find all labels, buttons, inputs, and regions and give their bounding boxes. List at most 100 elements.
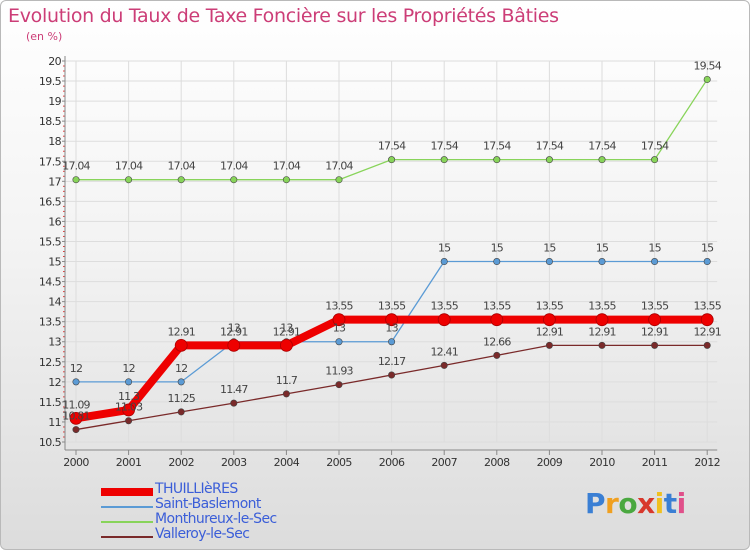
series-point-0 [545,156,553,164]
y-tick-label: 19 [48,95,61,108]
data-label-2: 11.03 [115,401,143,414]
series-point-2 [598,341,606,349]
data-label-0: 17.04 [220,160,248,173]
series-point-1 [651,258,659,266]
series-point-0 [230,176,238,184]
data-labels: 17.04 17.04 17.04 17.04 17.04 17.04 17.54 17.54… [62,59,722,423]
data-label-2: 12.17 [378,355,406,368]
series-point-1 [125,378,133,386]
data-label-3: 13.55 [325,300,353,313]
data-label-2: 11.7 [276,374,298,387]
data-label-0: 17.54 [430,140,458,153]
data-label-0: 17.54 [536,140,564,153]
series-point-2 [230,399,238,407]
series-point-3 [174,338,188,352]
series-point-1 [493,258,501,266]
legend-swatch [101,536,153,538]
y-tick-label: 16 [48,215,61,228]
data-label-3: 13.55 [588,300,616,313]
logo-letter: P [585,487,606,520]
data-label-1: 12 [175,362,187,375]
data-label-2: 11.47 [220,383,248,396]
data-label-2: 12.91 [641,325,669,338]
legend-label: THUILLIèRES [155,481,238,497]
y-tick-label: 16.5 [39,195,62,208]
series-point-1 [440,258,448,266]
series-point-0 [703,75,711,83]
x-tick-label: 2008 [484,456,510,469]
series-point-0 [335,176,343,184]
data-label-0: 17.04 [325,160,353,173]
series-point-0 [440,156,448,164]
series-point-3 [595,313,609,327]
series-point-2 [440,361,448,369]
series-point-2 [545,341,553,349]
data-label-3: 12.91 [167,325,195,338]
y-tick-label: 17 [48,175,61,188]
data-label-0: 17.04 [167,160,195,173]
legend-swatch [101,506,153,508]
data-label-1: 15 [491,242,504,255]
series-point-2 [125,417,133,425]
legend-label: Valleroy-le-Sec [155,526,250,542]
data-label-3: 11.3 [118,390,140,403]
x-tick-label: 2001 [116,456,142,469]
data-label-3: 12.91 [273,325,301,338]
series-point-1 [72,378,80,386]
y-tick-label: 13.5 [39,316,62,329]
series-point-1 [335,338,343,346]
logo-letter: i [654,487,665,520]
data-label-2: 12.91 [693,325,721,338]
data-label-0: 17.04 [273,160,301,173]
data-label-2: 10.81 [62,410,90,423]
y-tick-label: 14 [48,296,61,309]
y-tick-label: 20 [48,55,61,68]
logo-letter: r [605,487,619,520]
series-point-2 [651,341,659,349]
series-point-3 [700,313,714,327]
series-point-3 [490,313,504,327]
x-tick-label: 2006 [379,456,405,469]
y-tick-label: 12 [48,376,61,389]
series-point-1 [388,338,396,346]
series-point-0 [177,176,185,184]
series-point-1 [703,258,711,266]
chart-subtitle: (en %) [26,30,63,43]
x-tick-label: 2011 [642,456,668,469]
y-tick-label: 10.5 [39,436,62,449]
series-layer [69,75,714,434]
data-label-2: 12.66 [483,335,511,348]
series-point-1 [598,258,606,266]
y-tick-label: 18 [48,135,61,148]
logo-letter: i [676,487,687,520]
series-point-3 [69,411,83,425]
axes: 10.5 11 11.5 12 12.5 13 13.5 14 14.5 15 15.5 16 16.5… [39,55,721,469]
y-tick-label: 12.5 [39,356,62,369]
data-label-3: 13.55 [430,300,458,313]
x-tick-label: 2012 [694,456,720,469]
data-label-2: 12.91 [536,325,564,338]
data-label-1: 13 [385,322,398,335]
series-point-0 [388,156,396,164]
series-point-1 [545,258,553,266]
y-tick-label: 18.5 [39,115,62,128]
data-label-0: 17.54 [483,140,511,153]
data-label-1: 12 [122,362,134,375]
legend-label: Saint-Baslemont [155,496,261,512]
data-label-1: 15 [596,242,609,255]
data-label-2: 12.91 [588,325,616,338]
series-point-3 [279,338,293,352]
series-point-0 [598,156,606,164]
data-label-1: 13 [280,322,293,335]
data-label-1: 15 [701,242,714,255]
series-point-2 [493,351,501,359]
legend-swatch [101,488,153,496]
x-tick-label: 2009 [537,456,563,469]
data-label-1: 13 [333,322,346,335]
data-label-3: 13.55 [693,300,721,313]
data-label-0: 19.54 [693,59,721,72]
data-label-3: 13.55 [483,300,511,313]
logo-letter: o [618,487,638,520]
data-label-3: 12.91 [220,325,248,338]
y-tick-label: 19.5 [39,75,62,88]
